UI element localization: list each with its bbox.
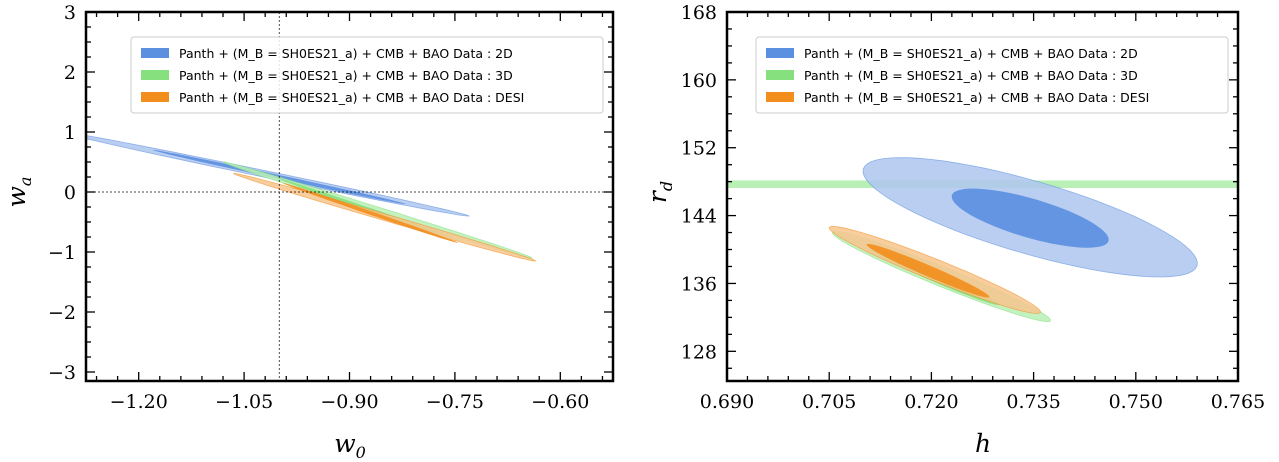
x-tick-label: 0.705 <box>802 391 856 413</box>
x-tick-label: 0.765 <box>1211 391 1265 413</box>
y-tick-label: 136 <box>681 273 717 295</box>
y-tick-label: 152 <box>681 138 717 160</box>
y-tick-label: 128 <box>681 341 717 363</box>
legend-swatch <box>766 70 794 80</box>
y-tick-label: 0 <box>64 182 76 204</box>
x-tick-label: −1.20 <box>110 391 168 413</box>
legend-swatch <box>141 92 169 102</box>
legend-box <box>130 36 604 114</box>
legend-label: Panth + (M_B = SH0ES21_a) + CMB + BAO Da… <box>804 46 1138 61</box>
x-tick-label: 0.750 <box>1109 391 1163 413</box>
legend-label: Panth + (M_B = SH0ES21_a) + CMB + BAO Da… <box>179 68 513 83</box>
y-tick-label: 2 <box>64 62 76 84</box>
legend: Panth + (M_B = SH0ES21_a) + CMB + BAO Da… <box>130 36 604 114</box>
plot-frame <box>725 10 1240 383</box>
y-tick-label: 160 <box>681 70 717 92</box>
chart-panel-1: −1.20 −1.05 −0.90 −0.75 −0.60 3 2 1 0 −1 −2 −3 w0 wa P… <box>2 2 615 462</box>
legend-swatch <box>141 70 169 80</box>
x-tick-label: −1.05 <box>215 391 273 413</box>
x-tick-label: 0.735 <box>1006 391 1060 413</box>
y-tick-label: 168 <box>681 2 717 24</box>
plot-area <box>86 12 613 381</box>
y-tick-label: 144 <box>681 206 717 228</box>
y-tick-label: −3 <box>48 362 76 384</box>
contour-68-series-1 <box>951 188 1109 248</box>
plot-area <box>727 157 1238 323</box>
legend-box <box>755 36 1229 114</box>
axis-label: rd <box>643 181 676 203</box>
axis-label: wa <box>2 177 35 208</box>
legend-label: Panth + (M_B = SH0ES21_a) + CMB + BAO Da… <box>179 90 524 105</box>
axis-label: h <box>975 429 991 458</box>
chart-panel-2: 0.690 0.705 0.720 0.735 0.750 0.765 168 160 152 1… <box>643 2 1265 458</box>
legend-label: Panth + (M_B = SH0ES21_a) + CMB + BAO Da… <box>804 68 1138 83</box>
contour-68-series-3 <box>282 183 459 243</box>
x-tick-label: 0.690 <box>700 391 754 413</box>
legend-label: Panth + (M_B = SH0ES21_a) + CMB + BAO Da… <box>804 90 1149 105</box>
y-tick-label: −1 <box>48 242 76 264</box>
x-tick-label: 0.720 <box>904 391 958 413</box>
legend-swatch <box>766 92 794 102</box>
contour-68-series-3 <box>866 243 990 298</box>
legend: Panth + (M_B = SH0ES21_a) + CMB + BAO Da… <box>755 36 1229 114</box>
y-tick-label: 3 <box>64 2 76 24</box>
legend-swatch <box>141 48 169 58</box>
y-tick-label: −2 <box>48 302 76 324</box>
legend-swatch <box>766 48 794 58</box>
y-tick-label: 1 <box>64 122 76 144</box>
x-tick-label: −0.75 <box>426 391 484 413</box>
axis-label: w0 <box>334 429 366 462</box>
legend-label: Panth + (M_B = SH0ES21_a) + CMB + BAO Da… <box>179 46 513 61</box>
x-tick-label: −0.90 <box>320 391 378 413</box>
x-tick-label: −0.60 <box>531 391 589 413</box>
